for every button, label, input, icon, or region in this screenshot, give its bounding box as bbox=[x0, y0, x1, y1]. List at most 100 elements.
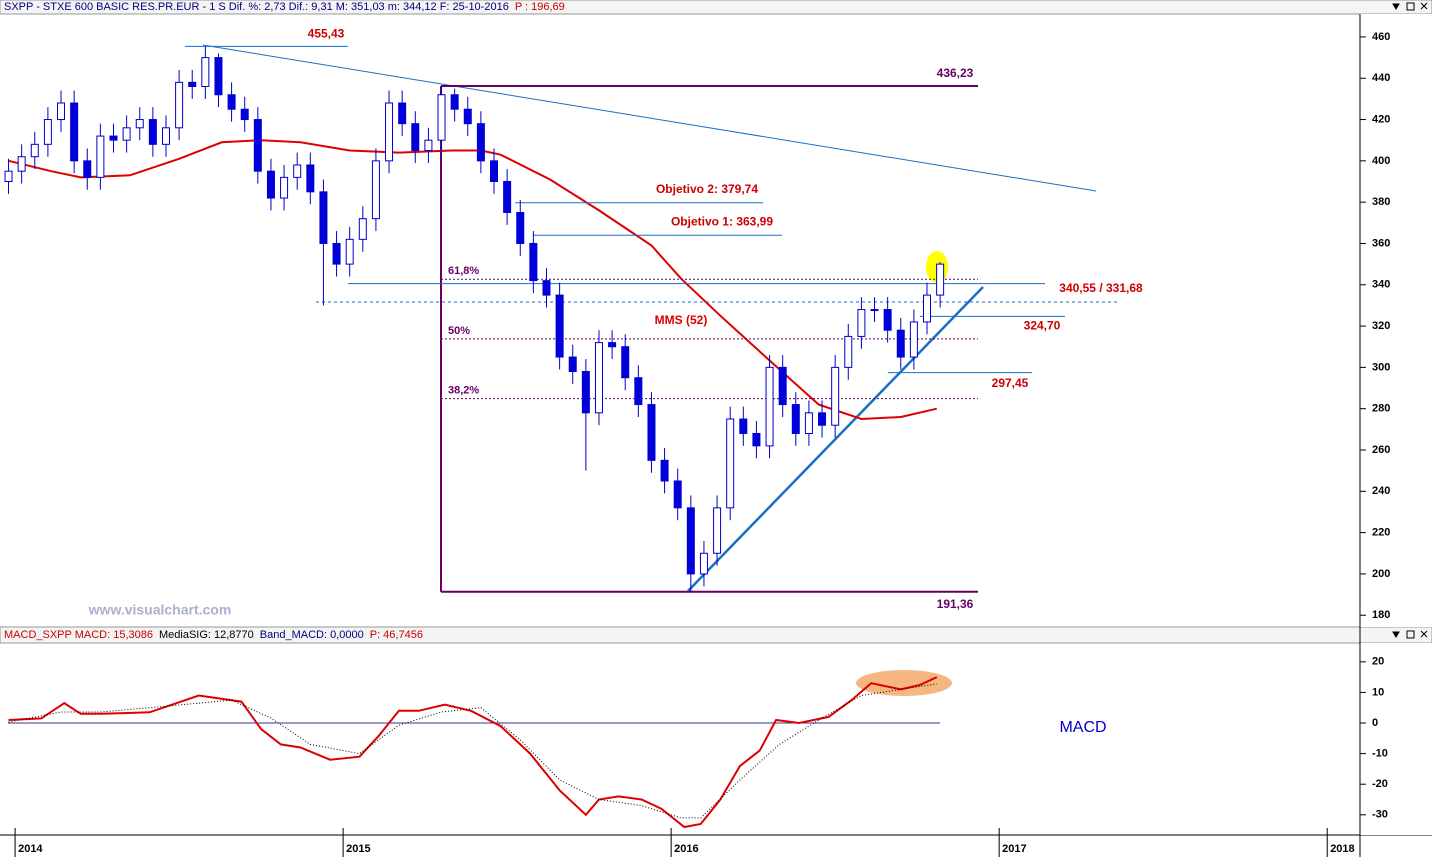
y-tick-label: 300 bbox=[1372, 361, 1390, 373]
candle-body bbox=[594, 342, 603, 414]
x-tick-label: 2017 bbox=[1002, 843, 1026, 855]
level-label: 324,70 bbox=[1024, 319, 1061, 333]
x-tick-label: 2015 bbox=[346, 843, 370, 855]
level-label: 340,55 / 331,68 bbox=[1059, 281, 1143, 295]
macd-header-bar bbox=[0, 626, 1432, 644]
candle-body bbox=[739, 418, 748, 434]
candle-body bbox=[345, 238, 354, 265]
candle-body bbox=[17, 156, 26, 172]
y-tick-label: 320 bbox=[1372, 320, 1390, 332]
y-axis-area bbox=[1360, 14, 1432, 627]
y-tick-label: 460 bbox=[1372, 31, 1390, 43]
fib-low-label: 191,36 bbox=[937, 597, 974, 611]
candle-body bbox=[306, 164, 315, 193]
candle-body bbox=[201, 57, 210, 87]
candle-body bbox=[30, 143, 39, 158]
candle-body bbox=[686, 507, 695, 575]
candle-body bbox=[765, 366, 774, 447]
y-tick-label: 200 bbox=[1372, 568, 1390, 580]
candle-body bbox=[227, 94, 236, 110]
candle-body bbox=[752, 432, 761, 447]
y-tick-label: 360 bbox=[1372, 237, 1390, 249]
candle-body bbox=[568, 356, 577, 373]
candle-body bbox=[516, 211, 525, 244]
level-label: 297,45 bbox=[992, 376, 1029, 390]
candle-body bbox=[332, 242, 341, 265]
y-tick-label: 440 bbox=[1372, 72, 1390, 84]
fib-level-label: 50% bbox=[448, 325, 470, 337]
candle-body bbox=[214, 57, 223, 96]
y-tick-label: -10 bbox=[1372, 748, 1388, 760]
candle-body bbox=[4, 170, 13, 183]
candle-body bbox=[713, 507, 722, 554]
candle-body bbox=[109, 135, 118, 141]
macd-title: MediaSIG: 12,8770 bbox=[159, 629, 254, 641]
candle-body bbox=[634, 377, 643, 406]
header-bar bbox=[0, 0, 1432, 15]
window-buttons bbox=[1392, 2, 1428, 639]
y-tick-label: 260 bbox=[1372, 444, 1390, 456]
watermark: www.visualchart.com bbox=[88, 602, 232, 618]
candle-body bbox=[503, 181, 512, 213]
y-tick-label: 240 bbox=[1372, 485, 1390, 497]
y-tick-label: 220 bbox=[1372, 527, 1390, 539]
panel-label: MACD bbox=[1059, 719, 1106, 736]
moving-average-label: MMS (52) bbox=[655, 313, 708, 327]
candle-body bbox=[70, 102, 79, 162]
candle-body bbox=[857, 309, 866, 337]
candle-body bbox=[831, 366, 840, 426]
candle-body bbox=[463, 108, 472, 125]
y-tick-label: 420 bbox=[1372, 113, 1390, 125]
candle-body bbox=[476, 123, 485, 162]
candle-body bbox=[608, 342, 617, 348]
downtrend-line bbox=[202, 44, 1097, 192]
candle-body bbox=[57, 102, 66, 121]
fib-high-label: 436,23 bbox=[937, 66, 974, 80]
candle-body bbox=[936, 263, 945, 296]
macd-line bbox=[8, 683, 937, 819]
candle-body bbox=[122, 127, 131, 141]
uptrend-line bbox=[687, 286, 984, 592]
y-tick-label: 380 bbox=[1372, 196, 1390, 208]
candle-body bbox=[266, 170, 275, 199]
level-label: 455,43 bbox=[308, 27, 345, 41]
candle-body bbox=[253, 119, 262, 172]
candle-body bbox=[385, 102, 394, 162]
chart-title: SXPP - STXE 600 BASIC RES.PR.EUR - 1 S D… bbox=[4, 1, 509, 13]
fib-level-label: 38,2% bbox=[448, 384, 479, 396]
y-tick-label: 10 bbox=[1372, 686, 1384, 698]
y-tick-label: 180 bbox=[1372, 609, 1390, 621]
candle-body bbox=[161, 127, 170, 145]
candle-body bbox=[699, 552, 708, 575]
candle-body bbox=[424, 139, 433, 152]
candle-body bbox=[83, 160, 92, 178]
candle-body bbox=[791, 404, 800, 434]
macd-highlight bbox=[856, 670, 952, 696]
candle-body bbox=[437, 94, 446, 141]
candle-body bbox=[43, 119, 52, 145]
macd-title: MACD_SXPP MACD: 15,3086 bbox=[4, 629, 153, 641]
level-label: Objetivo 1: 363,99 bbox=[671, 214, 773, 228]
y-tick-label: -20 bbox=[1372, 778, 1388, 790]
candle-body bbox=[398, 102, 407, 125]
candle-body bbox=[909, 321, 918, 358]
y-tick-label: 400 bbox=[1372, 155, 1390, 167]
candle-body bbox=[896, 329, 905, 358]
candle-body bbox=[673, 480, 682, 509]
candle-body bbox=[148, 119, 157, 145]
candle-body bbox=[870, 309, 879, 312]
candle-body bbox=[844, 335, 853, 368]
candle-body bbox=[411, 123, 420, 152]
x-tick-label: 2016 bbox=[674, 843, 698, 855]
candle-body bbox=[555, 294, 564, 358]
candle-body bbox=[883, 309, 892, 331]
candle-body bbox=[135, 119, 144, 129]
candle-body bbox=[490, 160, 499, 183]
candle-body bbox=[581, 371, 590, 414]
candle-body bbox=[778, 366, 787, 406]
candle-body bbox=[188, 81, 197, 87]
x-tick-label: 2014 bbox=[18, 843, 43, 855]
x-tick-label: 2018 bbox=[1330, 843, 1354, 855]
chart-price: P : 196,69 bbox=[515, 1, 565, 13]
